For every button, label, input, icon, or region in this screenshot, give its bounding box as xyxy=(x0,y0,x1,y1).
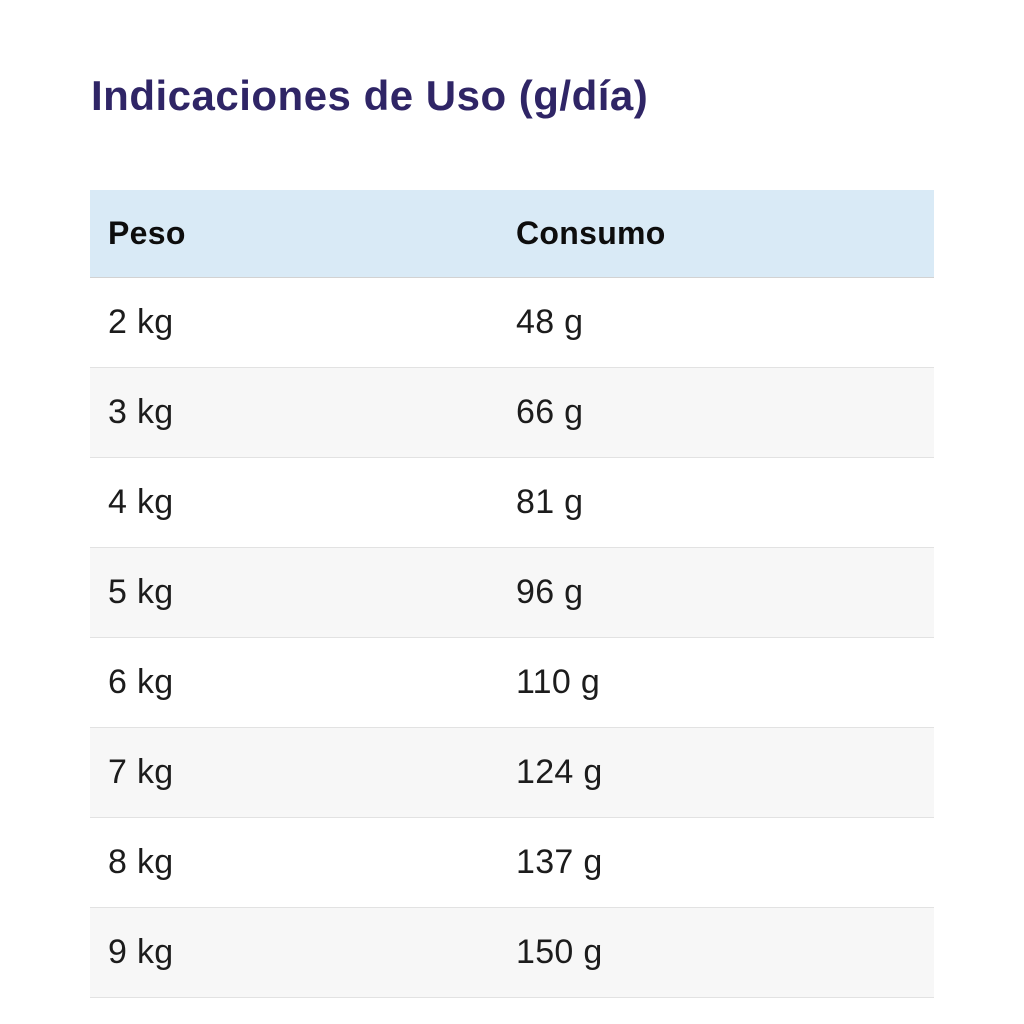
weight-cell: 3 kg xyxy=(108,393,174,431)
consumption-cell: 96 g xyxy=(516,573,584,611)
column-header-consumo: Consumo xyxy=(516,215,666,251)
weight-cell: 4 kg xyxy=(108,483,174,521)
weight-cell: 7 kg xyxy=(108,753,174,791)
weight-cell: 6 kg xyxy=(108,663,174,701)
table-row: 5 kg 96 g xyxy=(90,548,934,638)
weight-cell: 8 kg xyxy=(108,843,174,881)
weight-cell: 2 kg xyxy=(108,303,174,341)
table-row: 9 kg 150 g xyxy=(90,908,934,998)
table-header-row: Peso Consumo xyxy=(90,190,934,278)
weight-cell: 9 kg xyxy=(108,933,174,971)
feeding-guide-table: Peso Consumo 2 kg 48 g 3 kg 66 g 4 kg 81… xyxy=(90,190,934,998)
consumption-cell: 124 g xyxy=(516,753,603,791)
consumption-cell: 137 g xyxy=(516,843,603,881)
table-row: 7 kg 124 g xyxy=(90,728,934,818)
table-row: 8 kg 137 g xyxy=(90,818,934,908)
column-header-peso: Peso xyxy=(108,215,186,251)
table-row: 6 kg 110 g xyxy=(90,638,934,728)
consumption-cell: 110 g xyxy=(516,663,601,701)
table-row: 3 kg 66 g xyxy=(90,368,934,458)
consumption-cell: 66 g xyxy=(516,393,584,431)
table-body: 2 kg 48 g 3 kg 66 g 4 kg 81 g 5 kg 96 g … xyxy=(90,278,934,998)
consumption-cell: 150 g xyxy=(516,933,603,971)
table-row: 4 kg 81 g xyxy=(90,458,934,548)
page-title: Indicaciones de Uso (g/día) xyxy=(91,72,649,119)
table-row: 2 kg 48 g xyxy=(90,278,934,368)
consumption-cell: 48 g xyxy=(516,303,584,341)
consumption-cell: 81 g xyxy=(516,483,584,521)
weight-cell: 5 kg xyxy=(108,573,174,611)
